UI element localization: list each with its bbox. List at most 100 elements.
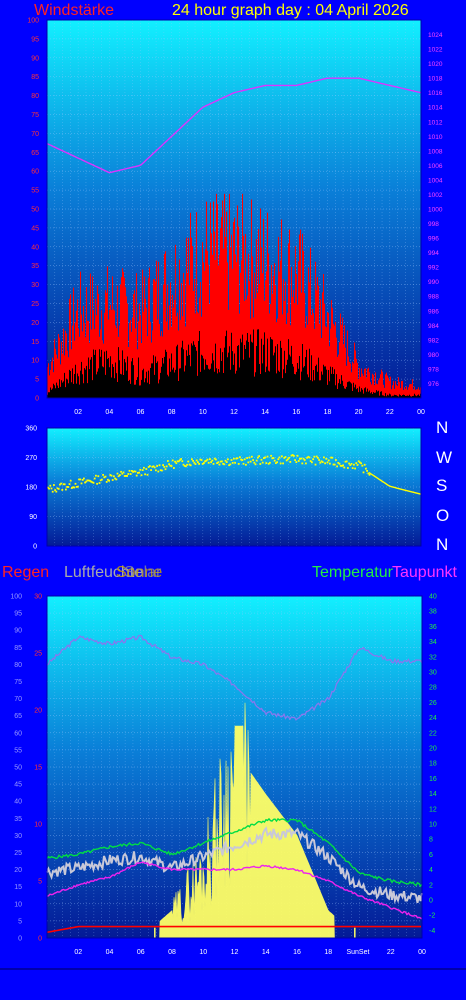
direction-point	[305, 462, 307, 465]
rain-axis-tick-label: 10	[34, 822, 42, 829]
direction-point	[185, 465, 187, 468]
direction-point	[144, 473, 146, 476]
direction-point	[288, 456, 290, 459]
humidity-axis-tick-label: 30	[14, 833, 22, 840]
humidity-line	[46, 634, 423, 721]
direction-point	[247, 461, 250, 464]
humidity-axis-tick-label: 80	[14, 662, 22, 669]
direction-point	[295, 461, 298, 463]
direction-point	[218, 463, 221, 466]
x-tick-label: 22	[386, 409, 394, 416]
direction-point	[56, 487, 59, 490]
compass-label-o: O	[436, 506, 450, 525]
direction-point	[107, 478, 109, 481]
direction-point	[99, 479, 102, 482]
direction-point	[282, 462, 284, 465]
temperature-axis-tick-label: 0	[429, 898, 433, 905]
direction-point	[312, 458, 314, 461]
direction-point	[245, 463, 247, 466]
right-axis-tick-label: 1002	[428, 192, 443, 199]
legend-humidity: Luftfeuchte	[64, 564, 144, 581]
direction-point	[252, 459, 254, 461]
direction-point	[329, 462, 331, 465]
rain-axis-tick-label: 15	[34, 765, 42, 772]
direction-point	[363, 463, 366, 466]
direction-point	[368, 473, 371, 476]
direction-point	[313, 455, 316, 458]
direction-point	[139, 468, 142, 471]
direction-point	[299, 458, 301, 460]
direction-point	[254, 463, 257, 466]
legend-sun: Sonne	[116, 564, 163, 581]
direction-point	[84, 481, 86, 484]
direction-point	[53, 484, 55, 486]
right-axis-tick-label: 1000	[428, 207, 443, 214]
humidity-axis-tick-label: 35	[14, 816, 22, 823]
direction-point	[333, 463, 336, 466]
direction-point	[348, 462, 350, 465]
direction-point	[365, 467, 367, 470]
direction-point	[120, 470, 122, 473]
x-tick-label: 20	[355, 409, 363, 416]
x-tick-label: 12	[230, 409, 238, 416]
direction-point	[264, 456, 266, 459]
direction-point	[272, 457, 275, 459]
left-axis-tick-label: 30	[31, 282, 39, 289]
direction-point	[331, 456, 334, 459]
direction-point	[356, 464, 359, 466]
temperature-axis-tick-label: 34	[429, 639, 437, 646]
direction-point	[276, 461, 278, 464]
temperature-axis-tick-label: 12	[429, 806, 437, 813]
direction-point	[306, 456, 308, 459]
plot-frame	[46, 595, 423, 939]
left-axis-tick-label: 25	[31, 301, 39, 308]
right-axis-tick-label: 1008	[428, 148, 443, 155]
direction-point	[96, 482, 98, 485]
direction-point	[318, 459, 320, 461]
y-tick-label: 180	[25, 485, 37, 492]
direction-point	[303, 459, 306, 461]
direction-point	[284, 456, 287, 458]
direction-point	[327, 459, 330, 462]
y-tick-label: 360	[25, 426, 37, 433]
x-tick-label: 14	[261, 409, 269, 416]
direction-point	[105, 481, 108, 483]
left-axis-tick-label: 80	[31, 93, 39, 100]
direction-point	[265, 462, 268, 464]
left-axis-tick-label: 35	[31, 263, 39, 270]
direction-point	[246, 457, 248, 459]
direction-point	[146, 473, 149, 476]
temperature-axis-tick-label: 20	[429, 746, 437, 753]
right-axis-tick-label: 980	[428, 352, 439, 359]
left-axis-tick-label: 75	[31, 112, 39, 119]
direction-point	[207, 461, 210, 464]
direction-point	[249, 460, 252, 463]
direction-point	[300, 457, 302, 460]
x-tick-label: 02	[74, 409, 82, 416]
left-axis-tick-label: 5	[35, 377, 39, 384]
dewpoint-line	[46, 861, 423, 920]
x-tick-label: 04	[105, 409, 113, 416]
direction-point	[193, 461, 196, 464]
direction-point	[128, 469, 131, 472]
direction-point	[209, 458, 211, 460]
direction-point	[225, 461, 228, 463]
right-axis-tick-label: 978	[428, 366, 439, 373]
right-axis-tick-label: 982	[428, 337, 439, 344]
direction-point	[212, 463, 215, 465]
direction-point	[65, 488, 67, 491]
left-axis-tick-label: 45	[31, 225, 39, 232]
right-axis-tick-label: 990	[428, 279, 439, 286]
direction-point	[266, 455, 269, 458]
temperature-axis-tick-label: 30	[429, 670, 437, 677]
direction-point	[108, 479, 110, 482]
direction-point	[147, 466, 150, 468]
right-axis-tick-label: 1006	[428, 163, 443, 170]
direction-point	[93, 477, 96, 480]
direction-point	[157, 470, 160, 473]
direction-point	[158, 464, 161, 467]
direction-point	[153, 466, 156, 469]
left-axis-tick-label: 0	[35, 396, 39, 403]
direction-point	[122, 471, 125, 474]
direction-point	[103, 476, 106, 479]
